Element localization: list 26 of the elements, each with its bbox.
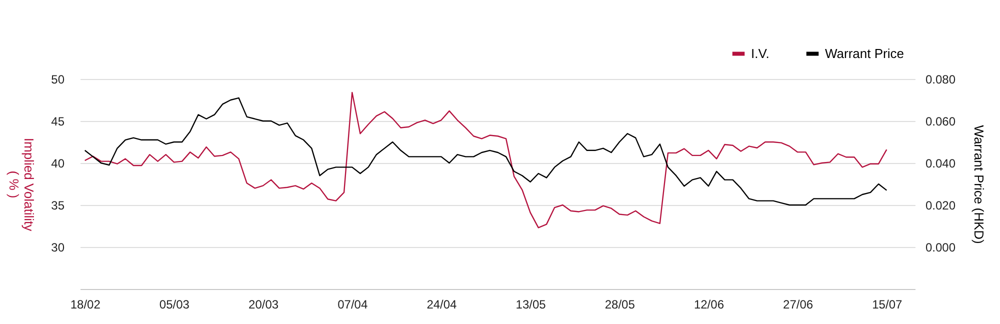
- y-tick-label: 40: [51, 156, 65, 170]
- y2-tick-label: 0.080: [926, 72, 956, 86]
- x-tick-label: 20/03: [248, 298, 279, 312]
- y-tick-label: 50: [51, 72, 65, 86]
- x-tick-label: 18/02: [70, 298, 101, 312]
- x-tick-label: 28/05: [604, 298, 636, 312]
- y-tick-label: 35: [51, 198, 65, 212]
- x-tick-label: 12/06: [694, 298, 724, 312]
- legend-label: Warrant Price: [825, 46, 904, 61]
- line-series: [84, 92, 888, 228]
- x-tick-label: 27/06: [783, 298, 814, 312]
- legend-label: I.V.: [751, 46, 770, 61]
- y2-tick-label: 0.020: [926, 198, 956, 212]
- x-tick-label: 05/03: [159, 298, 190, 312]
- y2-tick-label: 0.000: [926, 240, 956, 254]
- y-axis-title: Implied Volatility ( % ): [6, 138, 36, 232]
- y2-axis-title: Warrant Price (HKD): [972, 125, 987, 244]
- y-tick-label: 45: [51, 114, 65, 128]
- y2-tick-label: 0.060: [926, 114, 956, 128]
- y2-tick-label: 0.040: [926, 156, 956, 170]
- x-tick-label: 15/07: [872, 298, 902, 312]
- line-series: [84, 97, 888, 206]
- x-tick-label: 07/04: [338, 298, 368, 312]
- y-tick-label: 30: [51, 240, 65, 254]
- x-tick-label: 13/05: [516, 298, 546, 312]
- x-tick-label: 24/04: [426, 298, 458, 312]
